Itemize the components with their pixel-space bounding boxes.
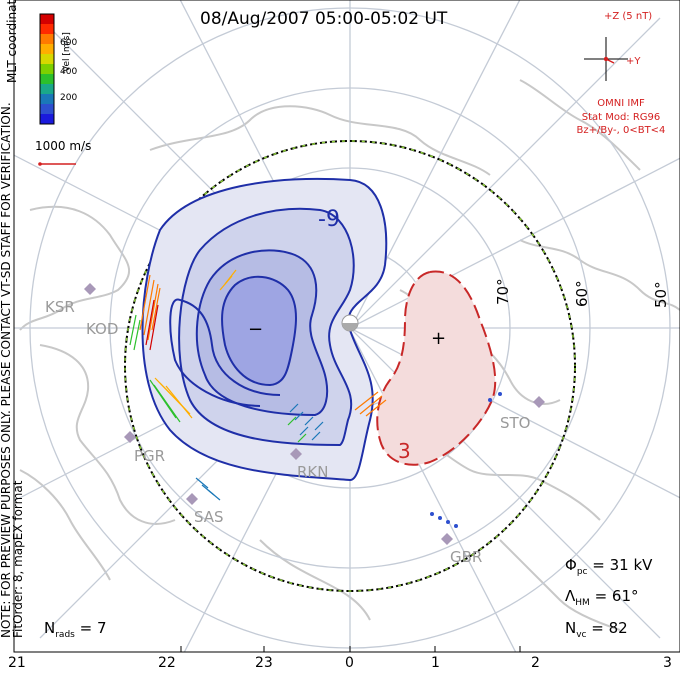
stat-model: Stat Mod: RG96 — [581, 112, 661, 123]
colorbar-swatch — [40, 14, 54, 25]
station-markers — [84, 283, 545, 545]
reference-vector-label: 1000 m/s — [35, 139, 92, 153]
latitude-label-70: 70° — [494, 278, 512, 305]
map-title: 08/Aug/2007 05:00-05:02 UT — [200, 9, 448, 29]
colorbar-swatch — [40, 94, 54, 105]
colorbar-swatch — [40, 54, 54, 65]
colorbar-swatch — [40, 64, 54, 75]
colorbar-swatch — [40, 84, 54, 95]
imf-scale-label: +Z (5 nT) — [604, 11, 653, 22]
stat-n-vc: Nvc = 82 — [565, 619, 628, 640]
pole-marker — [341, 314, 359, 332]
colorbar-tick-200: 200 — [60, 93, 78, 103]
station-label-sto: STO — [500, 414, 531, 432]
imf-clock-dial — [584, 37, 628, 81]
stat-phi-pc: Φpc = 31 kV — [565, 556, 653, 577]
mlt-tick-21: 21 — [8, 655, 26, 671]
negative-cell — [141, 177, 388, 482]
mlt-tick-0: 0 — [345, 655, 354, 671]
positive-contour-label: 3 — [398, 439, 411, 463]
station-label-sas: SAS — [194, 508, 224, 526]
reference-vector — [38, 162, 76, 166]
potential-minimum-marker: − — [248, 319, 263, 340]
positive-cell — [376, 270, 497, 466]
velocity-vectors — [129, 269, 502, 528]
station-label-ksr: KSR — [45, 298, 75, 316]
station-label-pgr: PGR — [134, 447, 165, 465]
imf-condition: Bz+/By-, 0<BT<4 — [576, 125, 666, 136]
mlt-tick-3: 3 — [663, 655, 672, 671]
colorbar-swatch — [40, 44, 54, 55]
negative-contour-label: -9 — [318, 207, 340, 232]
colorbar-swatch — [40, 34, 54, 45]
colorbar-swatch — [40, 74, 54, 85]
mlt-axis-ticks — [13, 646, 521, 652]
imf-y-label: +Y — [626, 56, 641, 67]
plot-frame — [13, 0, 680, 653]
colorbar-swatch — [40, 104, 54, 115]
latitude-label-60: 60° — [573, 280, 591, 307]
station-label-rkn: RKN — [297, 463, 328, 481]
fit-order-note: FitOrder: 8, mapEX format — [11, 480, 25, 638]
stat-lambda-hm: ΛHM = 61° — [565, 587, 639, 608]
colorbar-swatch — [40, 114, 54, 125]
mlt-tick-22: 22 — [158, 655, 176, 671]
colorbar-tick-600: 600 — [60, 38, 78, 48]
potential-maximum-marker: + — [431, 328, 446, 349]
stat-n-rads: Nrads = 7 — [44, 619, 107, 640]
mlt-tick-23: 23 — [255, 655, 273, 671]
velocity-colorbar — [40, 14, 54, 125]
mlt-tick-2: 2 — [531, 655, 540, 671]
station-label-gbr: GBR — [450, 548, 482, 566]
latitude-label-50: 50° — [652, 281, 670, 308]
imf-source: OMNI IMF — [597, 98, 645, 109]
mlt-tick-1: 1 — [431, 655, 440, 671]
colorbar-tick-400: 400 — [60, 67, 78, 77]
colorbar-swatch — [40, 24, 54, 35]
station-label-kod: KOD — [86, 320, 118, 338]
colorbar-title: MLT coordinates — [5, 0, 19, 83]
